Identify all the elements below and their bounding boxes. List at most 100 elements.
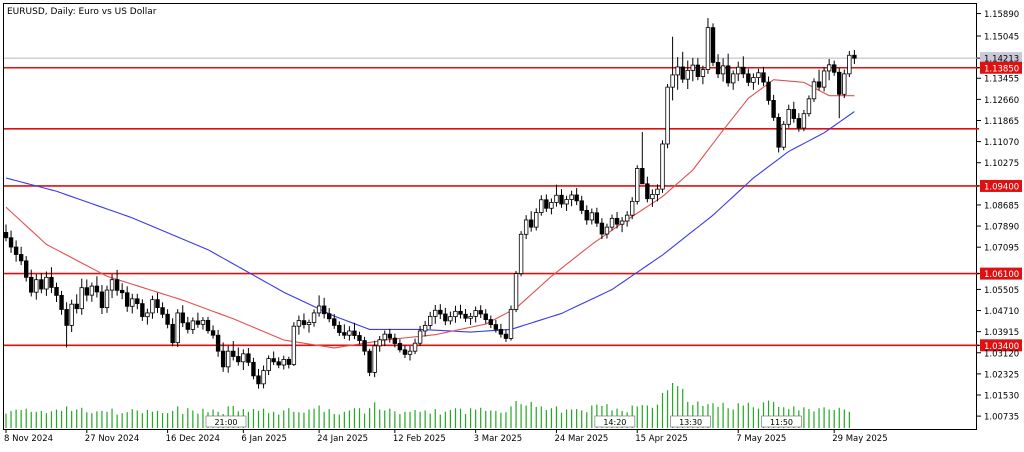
candle[interactable] (64, 302, 69, 348)
candle[interactable] (231, 341, 236, 361)
candle[interactable] (392, 333, 398, 348)
candle[interactable] (337, 321, 342, 337)
candle[interactable] (362, 336, 367, 356)
candle[interactable] (286, 356, 291, 369)
candle[interactable] (357, 331, 362, 345)
candle[interactable] (473, 306, 478, 323)
candle[interactable] (806, 95, 812, 117)
candle[interactable] (155, 292, 160, 313)
candle[interactable] (251, 357, 256, 380)
candle[interactable] (554, 184, 559, 207)
candle[interactable] (796, 113, 802, 132)
candle[interactable] (746, 68, 751, 87)
candle[interactable] (89, 282, 95, 302)
candle[interactable] (847, 51, 852, 78)
candle[interactable] (29, 269, 34, 297)
candle[interactable] (332, 313, 337, 329)
candle[interactable] (670, 36, 675, 101)
candle[interactable] (801, 109, 807, 132)
candle[interactable] (104, 285, 110, 313)
candle[interactable] (160, 302, 165, 318)
candle[interactable] (241, 349, 246, 371)
candle[interactable] (135, 293, 140, 310)
candle[interactable] (377, 336, 382, 352)
candle[interactable] (781, 121, 786, 151)
candle[interactable] (463, 308, 468, 322)
candle[interactable] (99, 285, 105, 314)
candle[interactable] (725, 53, 731, 87)
candle[interactable] (736, 61, 741, 82)
candle[interactable] (54, 282, 59, 303)
candle[interactable] (402, 345, 408, 359)
candle[interactable] (640, 132, 645, 185)
candle[interactable] (771, 94, 776, 121)
candle[interactable] (13, 240, 19, 262)
candle[interactable] (276, 357, 281, 369)
candle[interactable] (342, 324, 347, 339)
candle[interactable] (84, 279, 89, 302)
candle[interactable] (18, 246, 24, 266)
candle[interactable] (837, 68, 842, 119)
candle[interactable] (816, 69, 822, 91)
candle[interactable] (311, 309, 317, 327)
candle[interactable] (74, 294, 79, 314)
candle[interactable] (170, 318, 175, 347)
candle[interactable] (321, 297, 327, 319)
candle[interactable] (619, 217, 625, 233)
candle[interactable] (741, 56, 746, 79)
candle[interactable] (766, 76, 771, 105)
candle[interactable] (79, 278, 84, 315)
candle[interactable] (544, 194, 549, 212)
candle[interactable] (826, 58, 832, 81)
candle[interactable] (564, 195, 569, 211)
candle[interactable] (150, 295, 155, 319)
candle[interactable] (448, 311, 453, 325)
candle[interactable] (569, 190, 574, 207)
candle[interactable] (710, 23, 716, 67)
candle[interactable] (529, 211, 534, 232)
candle[interactable] (761, 66, 766, 86)
candle[interactable] (508, 305, 514, 341)
candle[interactable] (326, 308, 332, 323)
candle[interactable] (352, 322, 357, 340)
candle[interactable] (498, 323, 504, 338)
candle[interactable] (832, 60, 837, 76)
candle[interactable] (534, 208, 539, 231)
candle[interactable] (488, 315, 493, 329)
candle[interactable] (266, 355, 271, 376)
candle[interactable] (236, 347, 241, 366)
candle[interactable] (94, 276, 100, 298)
candle[interactable] (468, 312, 473, 325)
candle[interactable] (246, 347, 251, 367)
candle[interactable] (306, 319, 312, 333)
candle[interactable] (574, 188, 579, 206)
candle[interactable] (291, 322, 297, 367)
candle[interactable] (438, 304, 443, 320)
candle[interactable] (195, 312, 201, 328)
candle[interactable] (49, 267, 54, 293)
candle[interactable] (756, 68, 761, 85)
candle[interactable] (443, 307, 448, 326)
candle[interactable] (200, 317, 206, 330)
candle[interactable] (23, 256, 29, 282)
candle[interactable] (34, 274, 39, 300)
candle[interactable] (660, 140, 665, 193)
candle[interactable] (609, 214, 615, 231)
candle[interactable] (821, 67, 827, 92)
candle[interactable] (261, 365, 266, 389)
candle[interactable] (731, 70, 736, 90)
candle[interactable] (715, 54, 721, 79)
candle[interactable] (417, 325, 423, 347)
candle[interactable] (185, 316, 190, 334)
candle[interactable] (635, 165, 640, 205)
candle[interactable] (165, 309, 170, 329)
candle[interactable] (685, 60, 690, 89)
candle[interactable] (412, 338, 418, 355)
candle[interactable] (69, 299, 74, 333)
candle[interactable] (397, 339, 403, 353)
candle[interactable] (655, 184, 660, 202)
candle[interactable] (125, 286, 130, 312)
candle[interactable] (140, 299, 145, 321)
candle[interactable] (316, 295, 322, 317)
